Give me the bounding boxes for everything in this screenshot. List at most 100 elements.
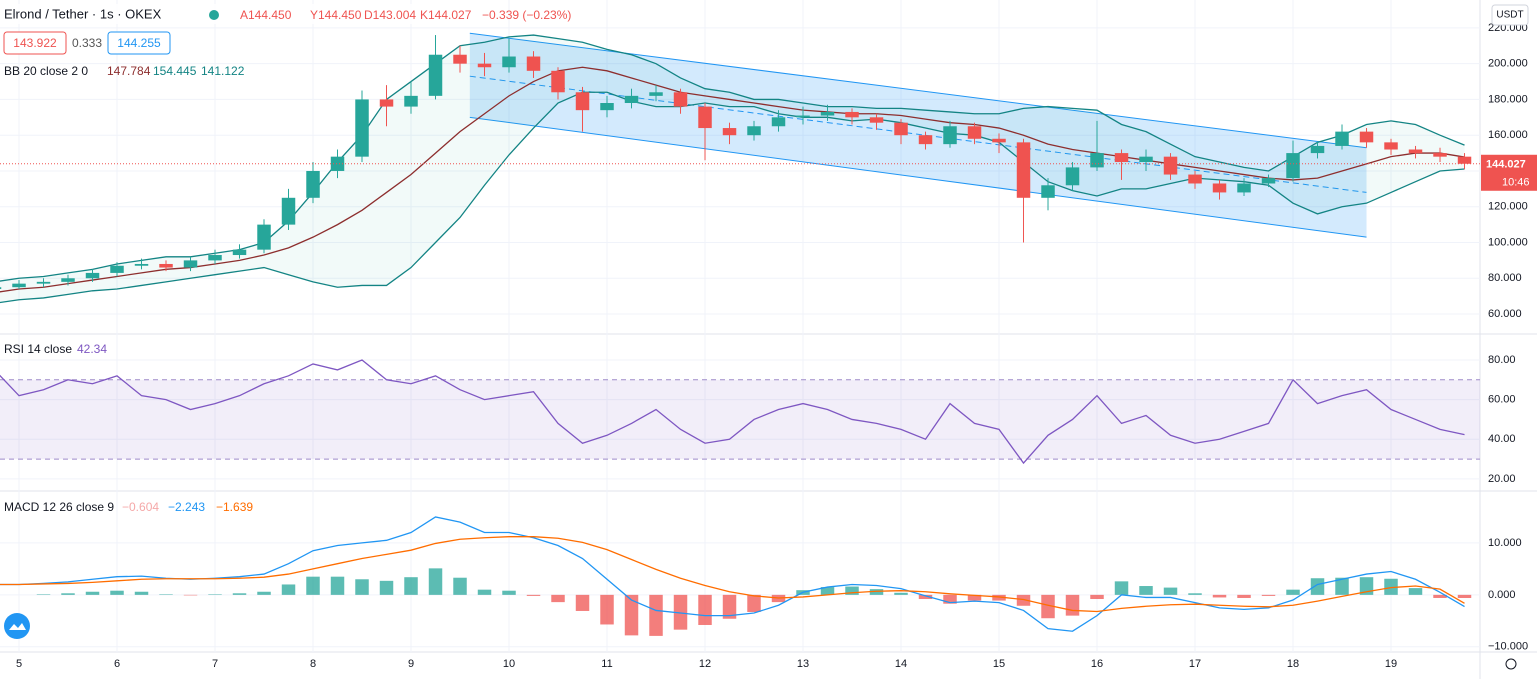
macd-histogram-bar [330, 576, 345, 595]
candle-body [1457, 156, 1472, 164]
macd-histogram-bar [1237, 594, 1251, 598]
ask-price[interactable]: 144.255 [117, 36, 161, 50]
bid-price[interactable]: 143.922 [13, 36, 57, 50]
ohlc-close: K144.027 [420, 8, 472, 22]
y-tick-label: 80.00 [1488, 354, 1516, 366]
ohlc-low: D143.004 [364, 8, 416, 22]
symbol-title: Elrond / Tether · 1s · OKEX [4, 6, 162, 21]
macd-histogram-bar [36, 594, 51, 595]
macd-histogram-bar [477, 589, 492, 595]
candle-body [1408, 149, 1423, 154]
candle-body [1384, 142, 1398, 150]
ask-button[interactable] [107, 31, 171, 55]
macd-histogram-bar [61, 593, 75, 595]
y-tick-label: 60.00 [1488, 394, 1516, 406]
x-tick-label: 8 [310, 658, 316, 670]
macd-histogram-bar [1065, 594, 1080, 616]
x-tick-label: 10 [503, 658, 515, 670]
candle-body [1188, 174, 1202, 184]
candle-body [747, 126, 761, 136]
x-tick-label: 11 [601, 658, 612, 670]
bid-button[interactable] [3, 31, 67, 55]
macd-histogram-bar [1433, 594, 1447, 598]
macd-histogram-bar [698, 594, 712, 625]
macd-histogram-bar [992, 594, 1006, 601]
rsi-line [0, 359, 1465, 465]
x-tick-label: 19 [1385, 658, 1397, 670]
macd-histogram-bar [1261, 594, 1276, 596]
candle-body [845, 111, 859, 118]
macd-hist-value: −0.604 [122, 500, 159, 514]
candle-body [526, 56, 541, 71]
y-tick-label: 10.000 [1488, 537, 1522, 549]
candle-body [1065, 167, 1080, 186]
candle-body [820, 111, 835, 116]
macd-histogram-bar [1335, 577, 1349, 595]
bb-middle [0, 66, 1465, 293]
macd-histogram-bar [281, 584, 296, 595]
candle-body [1139, 156, 1153, 163]
last-price-tag [1481, 154, 1537, 191]
macd-histogram-bar [1408, 588, 1423, 595]
x-tick-label: 7 [212, 658, 218, 670]
macd-value: −2.243 [168, 500, 205, 514]
market-status [209, 10, 219, 20]
candle-body [1237, 183, 1251, 193]
logo[interactable] [4, 613, 30, 639]
candle-body [1335, 131, 1349, 146]
settings-icon[interactable] [1505, 658, 1517, 670]
y-tick-label: 200.000 [1488, 58, 1528, 70]
macd-histogram-bar [1212, 594, 1227, 598]
legend-bg [0, 4, 470, 24]
x-tick-label: 13 [797, 658, 809, 670]
macd-signal [0, 536, 1465, 613]
macd-histogram-bar [1286, 589, 1300, 595]
candle-body [600, 103, 614, 111]
y-tick-label: 160.000 [1488, 129, 1528, 141]
macd-histogram-bar [722, 594, 737, 619]
candle-body [918, 135, 933, 145]
x-tick-label: 17 [1189, 658, 1201, 670]
candle-body [183, 260, 198, 268]
candle-body [992, 138, 1006, 143]
candle-body [355, 99, 369, 157]
macd-histogram-bar [428, 568, 443, 595]
candle-body [796, 115, 810, 118]
bb-middle-value: 147.784 [107, 64, 151, 78]
candle-body [257, 224, 271, 250]
macd-histogram-bar [306, 576, 320, 595]
macd-histogram-bar [1041, 594, 1055, 619]
macd-histogram-bar [232, 593, 247, 595]
rsi-band [0, 379, 1480, 460]
macd-histogram-bar [453, 577, 467, 595]
rsi-label: RSI 14 close [4, 342, 72, 356]
macd-histogram-bar [183, 594, 198, 596]
candle-body [698, 106, 712, 129]
currency-button[interactable] [1491, 4, 1529, 26]
y-tick-label: 60.000 [1488, 308, 1522, 320]
candle-body [502, 56, 516, 68]
candle-body [453, 54, 467, 64]
candle-body [208, 255, 222, 261]
countdown: 10:46 [1502, 177, 1530, 189]
candle-body [1016, 142, 1031, 198]
candle-body [477, 63, 492, 68]
candle-body [306, 170, 320, 198]
candle-body [967, 126, 982, 139]
macd-histogram-bar [1114, 581, 1129, 595]
candle-body [36, 281, 51, 284]
macd-histogram-bar [502, 590, 516, 595]
candle-body [281, 197, 296, 225]
macd-histogram-bar [673, 594, 688, 630]
candle-body [404, 95, 418, 107]
macd-histogram-bar [943, 594, 957, 604]
currency[interactable]: USDT [1496, 10, 1523, 21]
candle-body [1114, 153, 1129, 163]
ohlc-change: −0.339 (−0.23%) [482, 8, 571, 22]
candle-body [134, 263, 149, 266]
macd-histogram-bar [85, 591, 100, 595]
candle-body [1359, 131, 1374, 143]
